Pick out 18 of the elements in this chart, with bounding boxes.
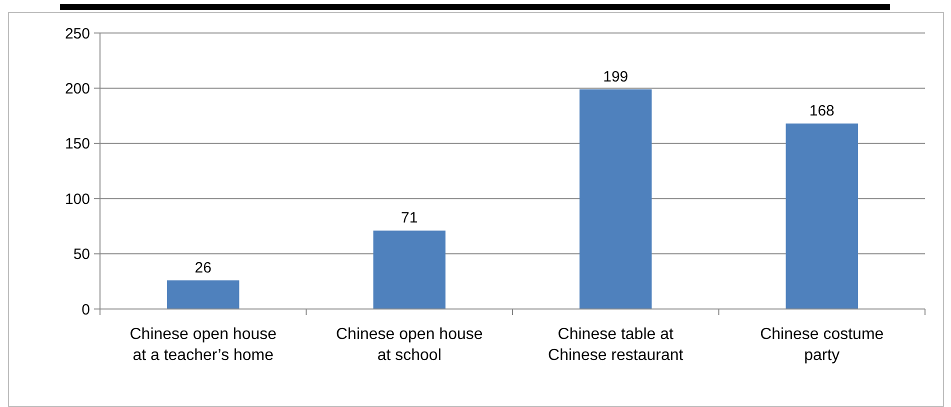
x-tick-label: Chinese costume party xyxy=(760,326,884,364)
y-tick-label: 100 xyxy=(64,190,90,208)
bar xyxy=(373,230,446,309)
data-label: 168 xyxy=(809,102,834,120)
x-tick-label: Chinese table at Chinese restaurant xyxy=(548,326,684,364)
y-tick-label: 200 xyxy=(64,80,90,98)
bar xyxy=(580,89,652,309)
y-tick-label: 0 xyxy=(82,301,90,318)
data-label: 199 xyxy=(603,68,628,86)
y-tick-label: 50 xyxy=(73,246,90,264)
bar xyxy=(786,124,858,309)
data-label: 26 xyxy=(194,259,212,276)
x-tick-label: Chinese open house at school xyxy=(336,326,483,364)
data-label: 71 xyxy=(401,210,418,227)
y-tick-label: 250 xyxy=(64,25,90,42)
y-tick-label: 150 xyxy=(64,136,90,153)
bar xyxy=(167,280,240,309)
x-tick-label: Chinese open house at a teacher’s home xyxy=(130,326,277,364)
